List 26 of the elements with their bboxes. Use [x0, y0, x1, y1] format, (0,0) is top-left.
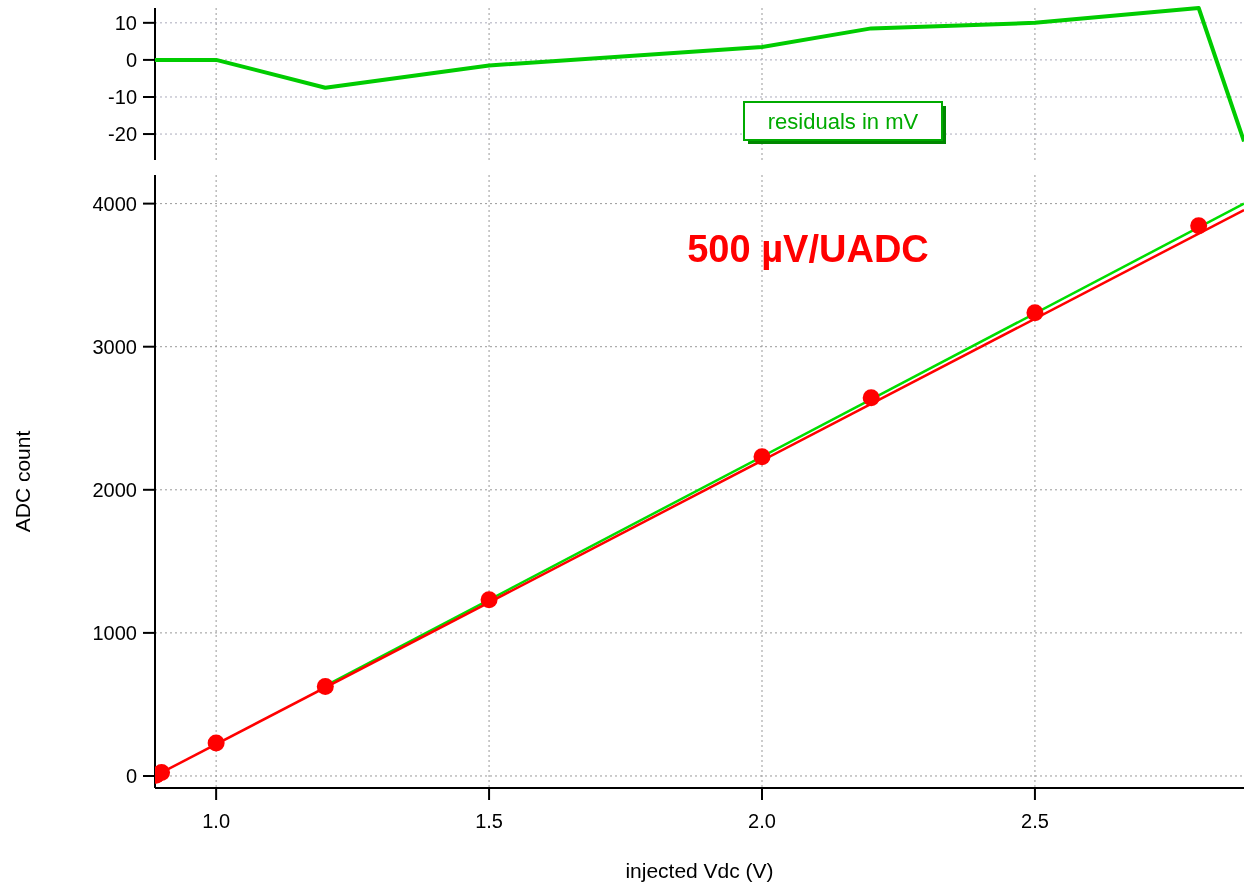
- y-tick-label: 0: [125, 48, 137, 71]
- y-tick-label: 1000: [92, 621, 137, 644]
- point: [862, 389, 880, 407]
- x-axis-title: injected Vdc (V): [625, 859, 774, 882]
- y-tick-label: -20: [108, 123, 137, 146]
- y-tick-label: 2000: [92, 478, 137, 501]
- y-tick-label: 10: [114, 11, 137, 34]
- point: [207, 734, 225, 752]
- point: [1190, 217, 1208, 235]
- line-series: [155, 6, 1244, 144]
- y-tick-label: 0: [125, 764, 137, 787]
- x-tick-label: 1.5: [475, 810, 503, 832]
- annotation: 500 µV/UADC: [687, 228, 929, 270]
- point: [316, 678, 334, 696]
- y-tick-label: 4000: [92, 192, 137, 215]
- point: [753, 448, 771, 466]
- y-tick-label: 3000: [92, 335, 137, 358]
- annotation: residuals in mV: [767, 108, 919, 134]
- y-tick-label: -10: [108, 85, 137, 108]
- x-tick-label: 1.0: [202, 810, 231, 832]
- point: [480, 591, 498, 609]
- y-axis-title: ADC count: [11, 430, 34, 533]
- x-tick-label: 2.5: [1021, 810, 1049, 832]
- point: [155, 763, 171, 781]
- x-tick-label: 2.0: [748, 810, 776, 832]
- point: [1026, 304, 1044, 322]
